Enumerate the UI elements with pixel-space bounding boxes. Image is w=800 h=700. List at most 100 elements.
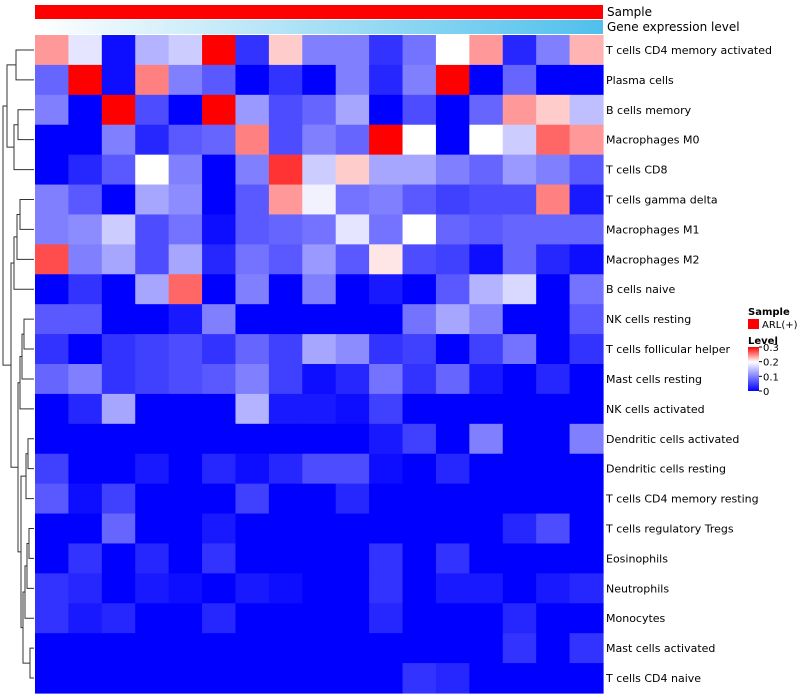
heatmap-cell — [469, 64, 504, 96]
heatmap-cell — [569, 603, 604, 634]
heatmap-cell — [268, 334, 303, 365]
heatmap-cell — [469, 663, 504, 694]
row-label: Mast cells activated — [606, 642, 715, 655]
heatmap-cell — [135, 364, 170, 395]
heatmap-cell — [202, 633, 237, 664]
heatmap-cell — [168, 274, 203, 305]
heatmap-cell — [435, 124, 470, 156]
heatmap-cell — [502, 573, 537, 604]
row-label: B cells memory — [606, 104, 692, 117]
heatmap-cell — [402, 633, 437, 664]
heatmap-cell — [569, 274, 604, 305]
heatmap-cell — [369, 274, 404, 305]
heatmap-cell — [502, 393, 537, 425]
heatmap-cell — [469, 573, 504, 604]
heatmap-cell — [35, 633, 70, 664]
heatmap-cell — [268, 663, 303, 694]
heatmap-cell — [35, 35, 70, 66]
heatmap-cell — [435, 64, 470, 96]
heatmap-cell — [135, 423, 170, 455]
heatmap-cell — [502, 663, 537, 694]
heatmap-cell — [68, 633, 103, 664]
heatmap-cell — [469, 364, 504, 395]
heatmap-cell — [335, 423, 370, 455]
heatmap-cell — [435, 393, 470, 425]
legend-sample-title: Sample — [748, 307, 790, 318]
heatmap-cell — [569, 214, 604, 245]
heatmap-cell — [101, 124, 136, 156]
heatmap-cell — [369, 603, 404, 634]
heatmap-cell — [268, 573, 303, 604]
row-label: T cells follicular helper — [605, 343, 731, 356]
heatmap-cell — [68, 35, 103, 66]
expression-annotation-bar — [35, 20, 603, 34]
heatmap-cell — [202, 663, 237, 694]
dendrogram-branch — [25, 453, 34, 500]
heatmap-cell — [35, 274, 70, 305]
heatmap-cell — [235, 423, 270, 455]
heatmap-cell — [569, 483, 604, 515]
heatmap-cell — [536, 663, 571, 694]
heatmap-cell — [502, 633, 537, 664]
heatmap-cell — [268, 244, 303, 275]
heatmap-cell — [536, 274, 571, 305]
heatmap-cell — [469, 184, 504, 216]
heatmap-cell — [369, 453, 404, 485]
heatmap-cell — [536, 334, 571, 365]
heatmap-cell — [502, 244, 537, 275]
heatmap-cell — [302, 244, 337, 275]
heatmap-cell — [268, 214, 303, 245]
heatmap-cell — [202, 393, 237, 425]
heatmap-cell — [235, 184, 270, 216]
row-label: Macrophages M2 — [606, 253, 699, 266]
heatmap-cell — [168, 393, 203, 425]
heatmap-cell — [68, 364, 103, 395]
heatmap-cell — [369, 393, 404, 425]
heatmap-cell — [469, 543, 504, 574]
heatmap-cell — [235, 364, 270, 395]
heatmap-cell — [335, 453, 370, 485]
row-label: T cells gamma delta — [605, 194, 718, 207]
heatmap-cell — [268, 393, 303, 425]
heatmap-cell — [68, 184, 103, 216]
heatmap-cell — [502, 513, 537, 545]
heatmap-cell — [335, 364, 370, 395]
heatmap-cell — [35, 94, 70, 126]
heatmap-cell — [302, 573, 337, 604]
dendrogram-branch — [26, 542, 34, 589]
heatmap-cell — [235, 603, 270, 634]
heatmap-cell — [202, 244, 237, 275]
heatmap-cell — [302, 423, 337, 455]
heatmap-cell — [168, 64, 203, 96]
legend-level-title: Level — [748, 336, 778, 347]
heatmap-cell — [68, 543, 103, 574]
heatmap-cell — [536, 244, 571, 275]
heatmap-cell — [135, 274, 170, 305]
heatmap-cell — [101, 393, 136, 425]
heatmap-cell — [35, 453, 70, 485]
heatmap-cell — [435, 663, 470, 694]
heatmap-cell — [101, 483, 136, 515]
heatmap-cell — [569, 64, 604, 96]
heatmap-cell — [135, 513, 170, 545]
heatmap-cell — [235, 393, 270, 425]
heatmap-cell — [202, 154, 237, 186]
heatmap-cell — [569, 244, 604, 275]
heatmap-cell — [235, 64, 270, 96]
heatmap-cell — [35, 393, 70, 425]
heatmap-cell — [569, 35, 604, 66]
heatmap-cell — [168, 304, 203, 335]
dendrogram-branch — [23, 318, 34, 350]
heatmap-cell — [135, 663, 170, 694]
heatmap-cell — [135, 543, 170, 574]
heatmap-cell — [536, 633, 571, 664]
heatmap-cell — [569, 334, 604, 365]
heatmap-cell — [302, 214, 337, 245]
heatmap-cell — [68, 304, 103, 335]
heatmap-cell — [168, 663, 203, 694]
dendrogram-branch — [24, 565, 34, 619]
heatmap-cell — [35, 184, 70, 216]
row-label: T cells CD4 memory activated — [605, 44, 772, 57]
heatmap-cell — [469, 304, 504, 335]
